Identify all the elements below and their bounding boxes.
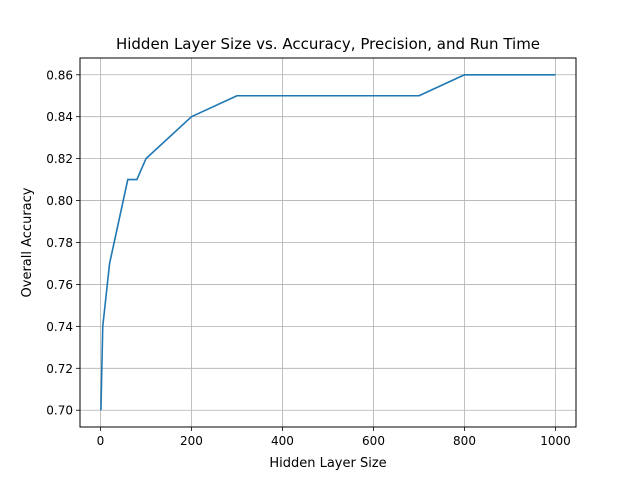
x-axis-label: Hidden Layer Size (269, 456, 386, 471)
y-tick-label: 0.78 (46, 236, 73, 250)
axis-ticks: 0 200 400 600 800 1000 0.70 0.72 0.74 0.76 0.78 0.8… (46, 68, 571, 448)
y-tick-label: 0.86 (46, 68, 73, 82)
y-tick-label: 0.82 (46, 152, 73, 166)
y-tick-label: 0.70 (46, 404, 73, 418)
x-tick-label: 400 (271, 434, 294, 448)
y-tick-label: 0.80 (46, 194, 73, 208)
x-tick-label: 800 (453, 434, 476, 448)
x-tick-label: 0 (97, 434, 105, 448)
grid-lines (80, 58, 576, 427)
y-tick-label: 0.72 (46, 362, 73, 376)
chart-title: Hidden Layer Size vs. Accuracy, Precisio… (116, 35, 540, 53)
x-tick-label: 200 (180, 434, 203, 448)
x-tick-label: 600 (362, 434, 385, 448)
y-tick-label: 0.76 (46, 278, 73, 292)
accuracy-series-line (100, 73, 556, 411)
y-axis-label: Overall Accuracy (20, 187, 35, 297)
x-tick-label: 1000 (540, 434, 571, 448)
y-tick-label: 0.84 (46, 110, 73, 124)
series-layer (100, 73, 556, 411)
y-tick-label: 0.74 (46, 320, 73, 334)
